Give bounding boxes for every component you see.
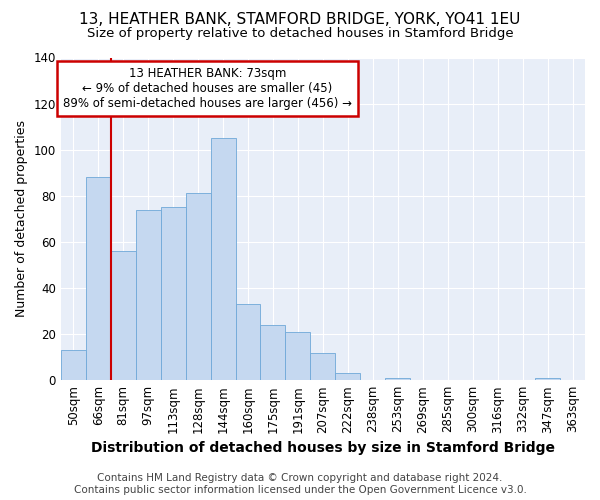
Y-axis label: Number of detached properties: Number of detached properties: [15, 120, 28, 318]
Text: Contains HM Land Registry data © Crown copyright and database right 2024.
Contai: Contains HM Land Registry data © Crown c…: [74, 474, 526, 495]
Bar: [111, 251, 136, 380]
Bar: [86, 178, 111, 380]
Bar: [236, 304, 260, 380]
Text: 13 HEATHER BANK: 73sqm
← 9% of detached houses are smaller (45)
89% of semi-deta: 13 HEATHER BANK: 73sqm ← 9% of detached …: [63, 67, 352, 110]
Text: Size of property relative to detached houses in Stamford Bridge: Size of property relative to detached ho…: [86, 28, 514, 40]
Bar: [335, 374, 361, 380]
Bar: [211, 138, 236, 380]
Bar: [286, 332, 310, 380]
Bar: [385, 378, 410, 380]
Text: 13, HEATHER BANK, STAMFORD BRIDGE, YORK, YO41 1EU: 13, HEATHER BANK, STAMFORD BRIDGE, YORK,…: [79, 12, 521, 28]
Bar: [185, 194, 211, 380]
Bar: [310, 352, 335, 380]
Bar: [61, 350, 86, 380]
Bar: [535, 378, 560, 380]
Bar: [260, 325, 286, 380]
Bar: [161, 208, 185, 380]
X-axis label: Distribution of detached houses by size in Stamford Bridge: Distribution of detached houses by size …: [91, 441, 555, 455]
Bar: [136, 210, 161, 380]
